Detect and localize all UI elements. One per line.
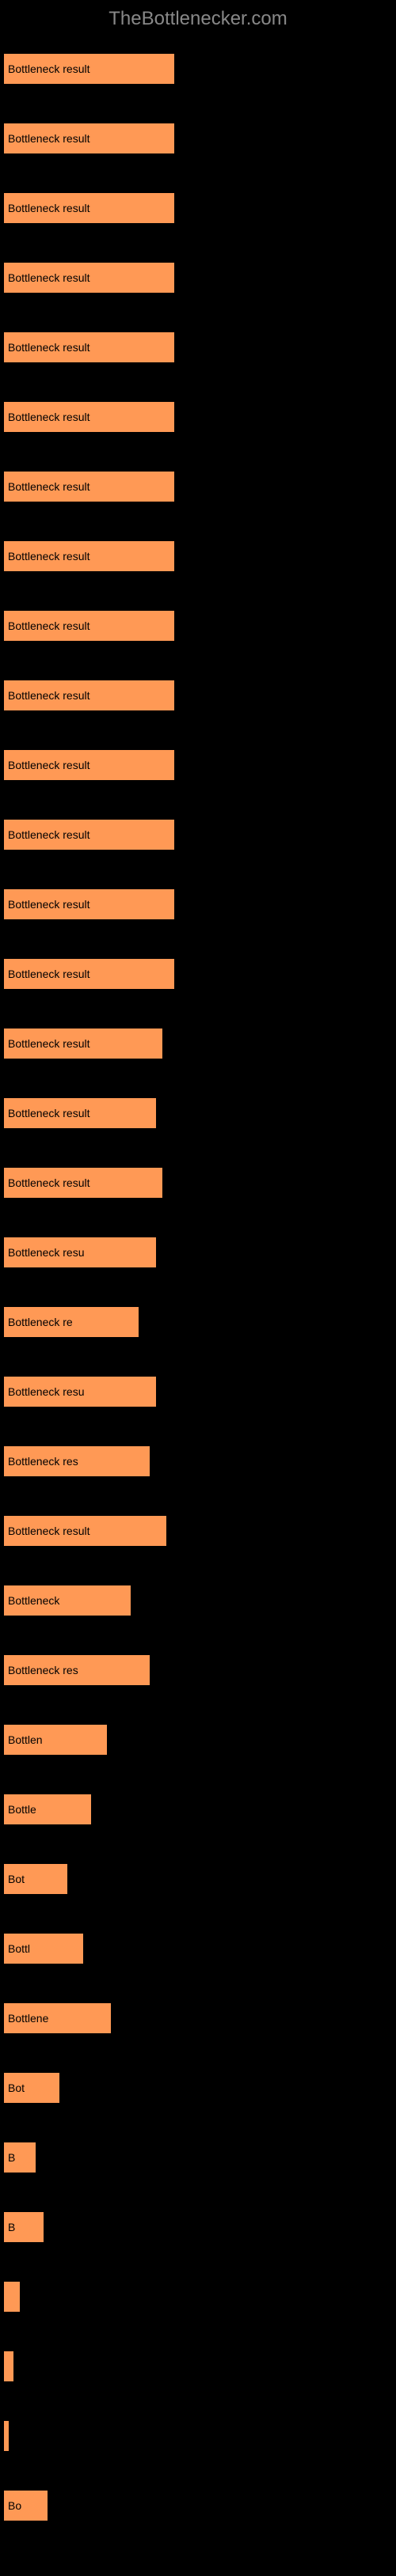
bar-row: Bot (4, 1864, 396, 1894)
bar-row: Bottleneck result (4, 1098, 396, 1128)
chart-bar (4, 2421, 9, 2451)
chart-bar: Bottleneck result (4, 123, 174, 153)
chart-bar: Bot (4, 2073, 59, 2103)
bar-row: Bottleneck result (4, 263, 396, 293)
bar-row: Bottleneck result (4, 193, 396, 223)
chart-bar: Bottleneck result (4, 1098, 156, 1128)
bar-row: Bottleneck (4, 1585, 396, 1616)
chart-bar (4, 2351, 13, 2381)
site-header: TheBottlenecker.com (0, 0, 396, 38)
bar-chart: Bottleneck result Bottleneck result Bottle… (0, 38, 396, 2576)
chart-bar: Bottleneck result (4, 1516, 166, 1546)
bar-row: Bottleneck result (4, 889, 396, 919)
chart-bar: Bottleneck result (4, 680, 174, 710)
chart-bar: Bottleneck result (4, 1029, 162, 1059)
chart-bar: Bottleneck result (4, 611, 174, 641)
chart-bar: Bottleneck result (4, 332, 174, 362)
bar-row (4, 2282, 396, 2312)
chart-bar: Bottleneck result (4, 402, 174, 432)
bar-row: Bottleneck result (4, 1168, 396, 1198)
chart-bar: Bottleneck result (4, 889, 174, 919)
bar-row: Bottleneck result (4, 1029, 396, 1059)
chart-bar: Bo (4, 2491, 48, 2521)
chart-bar: Bottleneck result (4, 541, 174, 571)
bar-row: Bottleneck result (4, 123, 396, 153)
chart-bar: Bottle (4, 1794, 91, 1824)
bar-row: B (4, 2212, 396, 2242)
chart-bar: Bot (4, 1864, 67, 1894)
bar-row: Bottl (4, 1934, 396, 1964)
bar-row: Bottleneck re (4, 1307, 396, 1337)
chart-bar: B (4, 2212, 44, 2242)
bar-row: B (4, 2142, 396, 2173)
bar-row: Bottleneck result (4, 820, 396, 850)
bar-row: Bottleneck result (4, 541, 396, 571)
chart-bar: Bottleneck res (4, 1446, 150, 1476)
bar-row: Bottle (4, 1794, 396, 1824)
chart-bar: Bottleneck re (4, 1307, 139, 1337)
chart-bar: Bottleneck (4, 1585, 131, 1616)
bar-row: Bottleneck resu (4, 1237, 396, 1267)
bar-row: Bottleneck result (4, 959, 396, 989)
bar-row: Bottlene (4, 2003, 396, 2033)
chart-bar: Bottleneck result (4, 959, 174, 989)
chart-bar: Bottleneck result (4, 820, 174, 850)
chart-bar: Bottleneck resu (4, 1237, 156, 1267)
bar-row: Bottleneck res (4, 1446, 396, 1476)
chart-bar: Bottleneck result (4, 54, 174, 84)
chart-bar: Bottleneck res (4, 1655, 150, 1685)
chart-bar: Bottlene (4, 2003, 111, 2033)
bar-row: Bottleneck result (4, 472, 396, 502)
bar-row: Bottleneck result (4, 402, 396, 432)
chart-bar: Bottleneck result (4, 263, 174, 293)
bar-row: Bottleneck result (4, 680, 396, 710)
bar-row: Bottleneck result (4, 54, 396, 84)
bar-row: Bo (4, 2491, 396, 2521)
bar-row: Bottlen (4, 1725, 396, 1755)
bar-row: Bottleneck result (4, 332, 396, 362)
bar-row: Bottleneck res (4, 1655, 396, 1685)
chart-bar: B (4, 2142, 36, 2173)
bar-row: Bottleneck resu (4, 1377, 396, 1407)
bar-row: Bottleneck result (4, 611, 396, 641)
chart-bar: Bottleneck result (4, 193, 174, 223)
chart-bar: Bottleneck result (4, 750, 174, 780)
bar-row: Bottleneck result (4, 1516, 396, 1546)
chart-bar: Bottleneck result (4, 1168, 162, 1198)
bar-row: Bottleneck result (4, 750, 396, 780)
chart-bar: Bottlen (4, 1725, 107, 1755)
chart-bar (4, 2282, 20, 2312)
bar-row (4, 2421, 396, 2451)
chart-bar: Bottleneck result (4, 472, 174, 502)
chart-bar: Bottl (4, 1934, 83, 1964)
bar-row: Bot (4, 2073, 396, 2103)
chart-bar: Bottleneck resu (4, 1377, 156, 1407)
bar-row (4, 2351, 396, 2381)
